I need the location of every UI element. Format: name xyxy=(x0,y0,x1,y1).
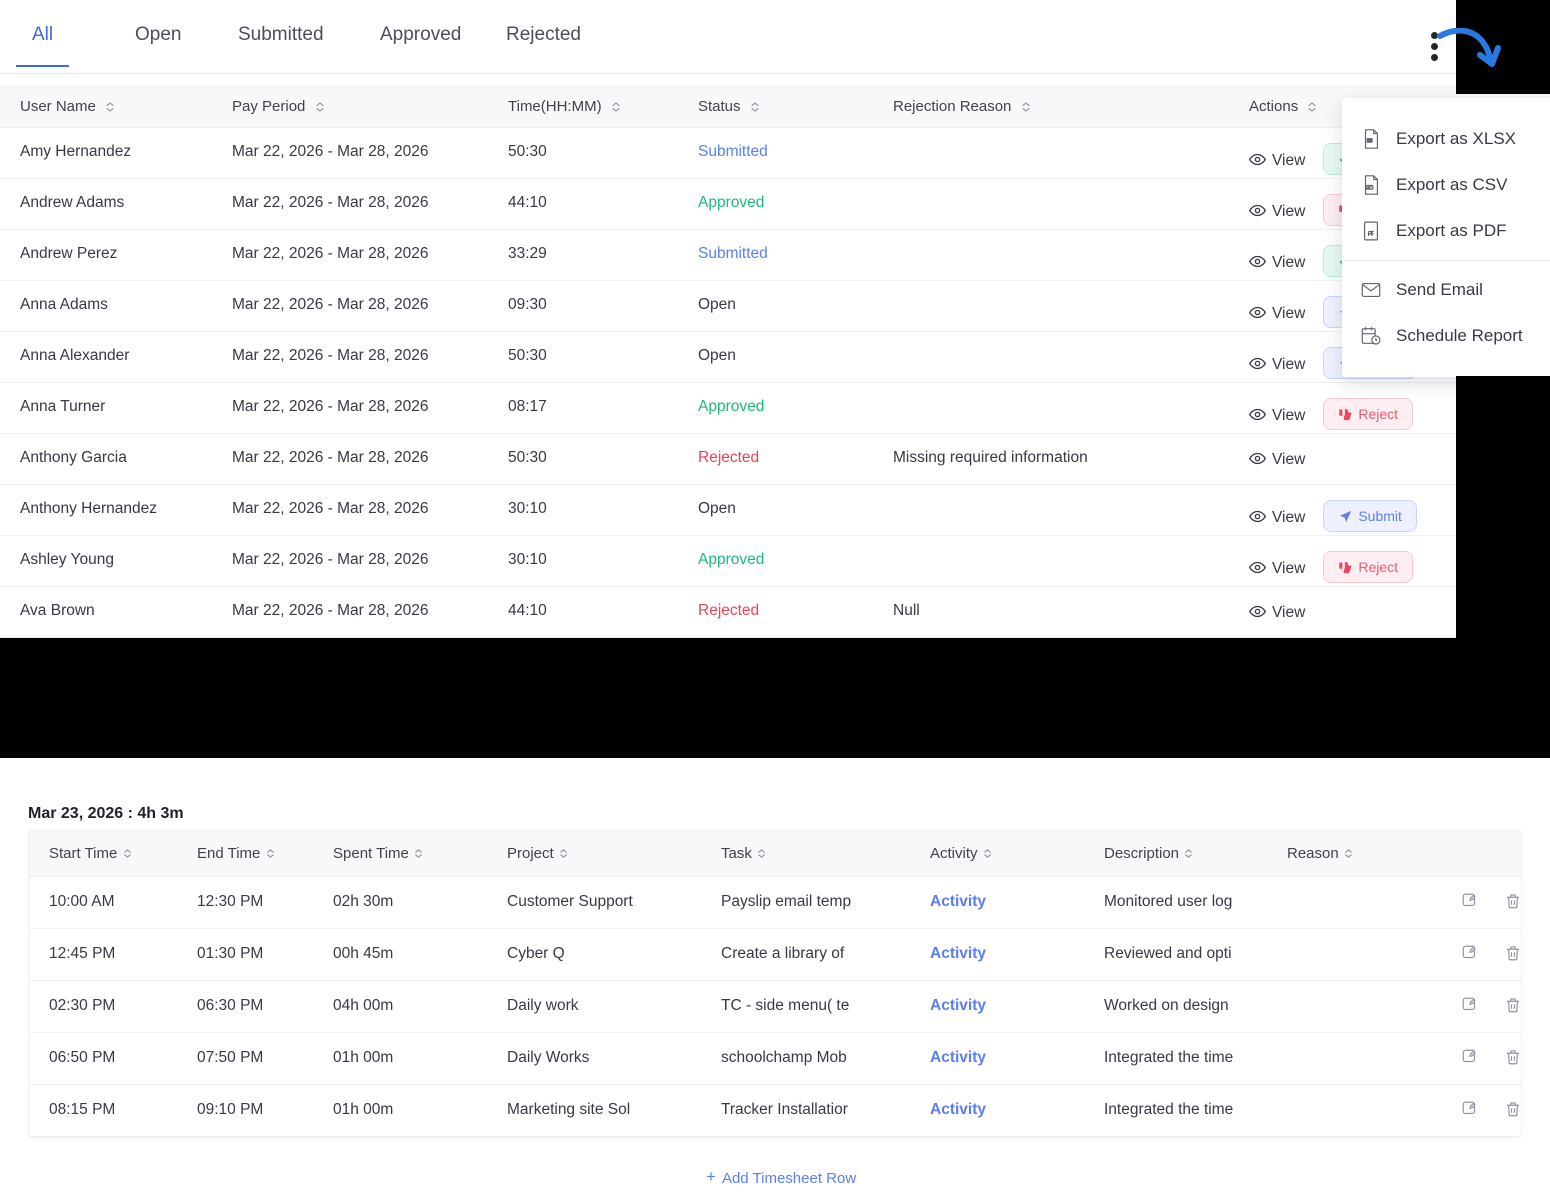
svg-text:X: X xyxy=(1368,138,1371,143)
